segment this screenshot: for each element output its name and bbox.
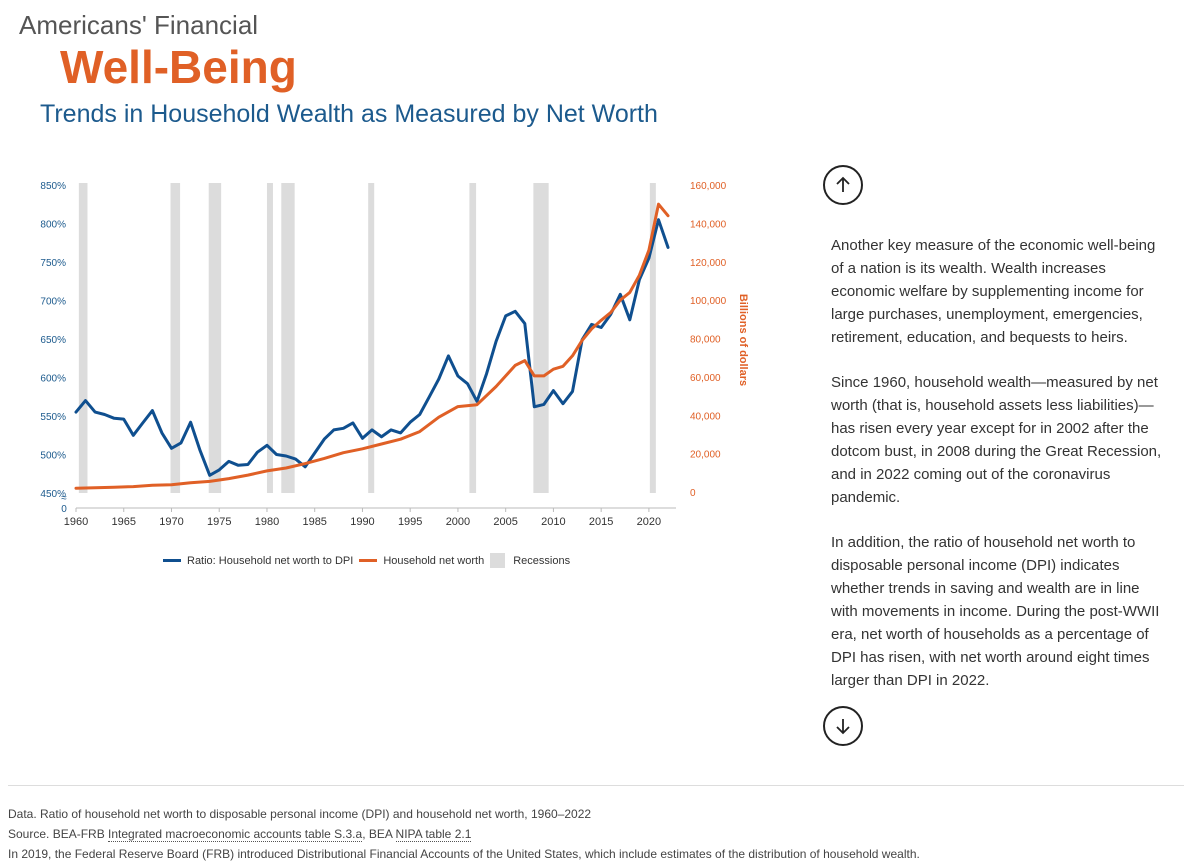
scroll-down-button[interactable] xyxy=(823,706,863,746)
x-tick-label: 1970 xyxy=(159,516,183,528)
x-tick-label: 1960 xyxy=(64,516,88,528)
y-left-zero-label: 0 xyxy=(61,504,67,515)
data-note: Data. Ratio of household net worth to di… xyxy=(8,807,592,821)
y-right-tick-label: 80,000 xyxy=(690,335,721,346)
y-left-tick-label: 550% xyxy=(40,412,66,423)
y-right-axis-title: Billions of dollars xyxy=(737,294,749,386)
paragraph-3: In addition, the ratio of household net … xyxy=(831,534,1160,689)
source-separator: , BEA xyxy=(362,827,396,841)
x-tick-label: 1965 xyxy=(111,516,135,528)
y-right-tick-label: 60,000 xyxy=(690,373,721,384)
axis-break-mark: ≈ xyxy=(61,493,67,504)
arrow-up-icon xyxy=(836,176,850,192)
source-link-imacc[interactable]: Integrated macroeconomic accounts table … xyxy=(108,827,363,842)
y-left-tick-label: 450% xyxy=(40,489,66,500)
paragraph-2: Since 1960, household wealth—measured by… xyxy=(831,374,1162,506)
legend-label-recessions: Recessions xyxy=(513,554,571,567)
recession-band xyxy=(649,183,656,493)
footer: Data. Ratio of household net worth to di… xyxy=(8,804,920,864)
footer-divider xyxy=(8,785,1184,786)
x-tick-label: 2000 xyxy=(446,516,470,528)
page-subtitle: Trends in Household Wealth as Measured b… xyxy=(40,100,658,128)
chart-legend: Ratio: Household net worth to DPI Househ… xyxy=(163,553,576,568)
source-line: Source. BEA-FRB Integrated macroeconomic… xyxy=(8,824,920,844)
x-tick-label: 2015 xyxy=(589,516,613,528)
source-link-nipa[interactable]: NIPA table 2.1 xyxy=(395,827,472,842)
recession-band xyxy=(469,183,477,493)
legend-swatch-recessions xyxy=(490,553,506,568)
recession-band xyxy=(368,183,375,493)
recession-band xyxy=(208,183,222,493)
y-right-tick-label: 20,000 xyxy=(690,450,721,461)
net-worth-chart: 1960 1965 1970 1975 1980 1985 1990 1995 2000 2005… xyxy=(40,181,749,528)
recession-band xyxy=(78,183,88,493)
y-right-tick-label: 100,000 xyxy=(690,296,727,307)
x-tick-label: 1985 xyxy=(302,516,326,528)
y-right-tick-label: 0 xyxy=(690,488,696,499)
legend-item-recessions[interactable]: Recessions xyxy=(490,553,570,568)
y-left-tick-label: 700% xyxy=(40,297,66,308)
recession-band xyxy=(170,183,181,493)
y-left-tick-label: 650% xyxy=(40,335,66,346)
recession-band xyxy=(266,183,273,493)
y-right-tick-label: 160,000 xyxy=(690,181,727,192)
y-left-tick-label: 800% xyxy=(40,220,66,231)
legend-label-networth: Household net worth xyxy=(383,554,485,567)
scroll-up-button[interactable] xyxy=(823,165,863,205)
series-line-ratio xyxy=(74,218,670,477)
x-tick-label: 1995 xyxy=(398,516,422,528)
source-prefix: Source. BEA-FRB xyxy=(8,827,109,841)
y-right-tick-label: 140,000 xyxy=(690,219,727,230)
legend-label-ratio: Ratio: Household net worth to DPI xyxy=(187,554,354,567)
legend-item-networth[interactable]: Household net worth xyxy=(359,555,484,567)
legend-swatch-networth xyxy=(359,559,378,562)
note-2019: In 2019, the Federal Reserve Board (FRB)… xyxy=(8,847,920,861)
y-left-tick-label: 500% xyxy=(40,451,66,462)
recession-band xyxy=(281,183,295,493)
y-right-tick-label: 120,000 xyxy=(690,258,727,269)
y-left-tick-label: 600% xyxy=(40,374,66,385)
x-tick-label: 1980 xyxy=(255,516,279,528)
x-tick-label: 2005 xyxy=(493,516,517,528)
series-line-networth xyxy=(74,202,670,490)
legend-swatch-ratio xyxy=(163,559,181,562)
y-right-tick-label: 40,000 xyxy=(690,411,721,422)
recession-band xyxy=(533,183,549,493)
article-text: Another key measure of the economic well… xyxy=(831,234,1166,714)
y-left-tick-label: 850% xyxy=(40,181,66,192)
y-left-tick-label: 750% xyxy=(40,258,66,269)
x-tick-label: 1990 xyxy=(350,516,374,528)
paragraph-1: Another key measure of the economic well… xyxy=(831,237,1156,346)
x-tick-label: 1975 xyxy=(207,516,231,528)
x-tick-label: 2020 xyxy=(637,516,661,528)
arrow-down-icon xyxy=(836,719,850,735)
legend-item-ratio[interactable]: Ratio: Household net worth to DPI xyxy=(163,555,353,567)
x-tick-label: 2010 xyxy=(541,516,565,528)
page-title: Well-Being xyxy=(60,41,297,93)
page-kicker: Americans' Financial xyxy=(19,10,259,40)
